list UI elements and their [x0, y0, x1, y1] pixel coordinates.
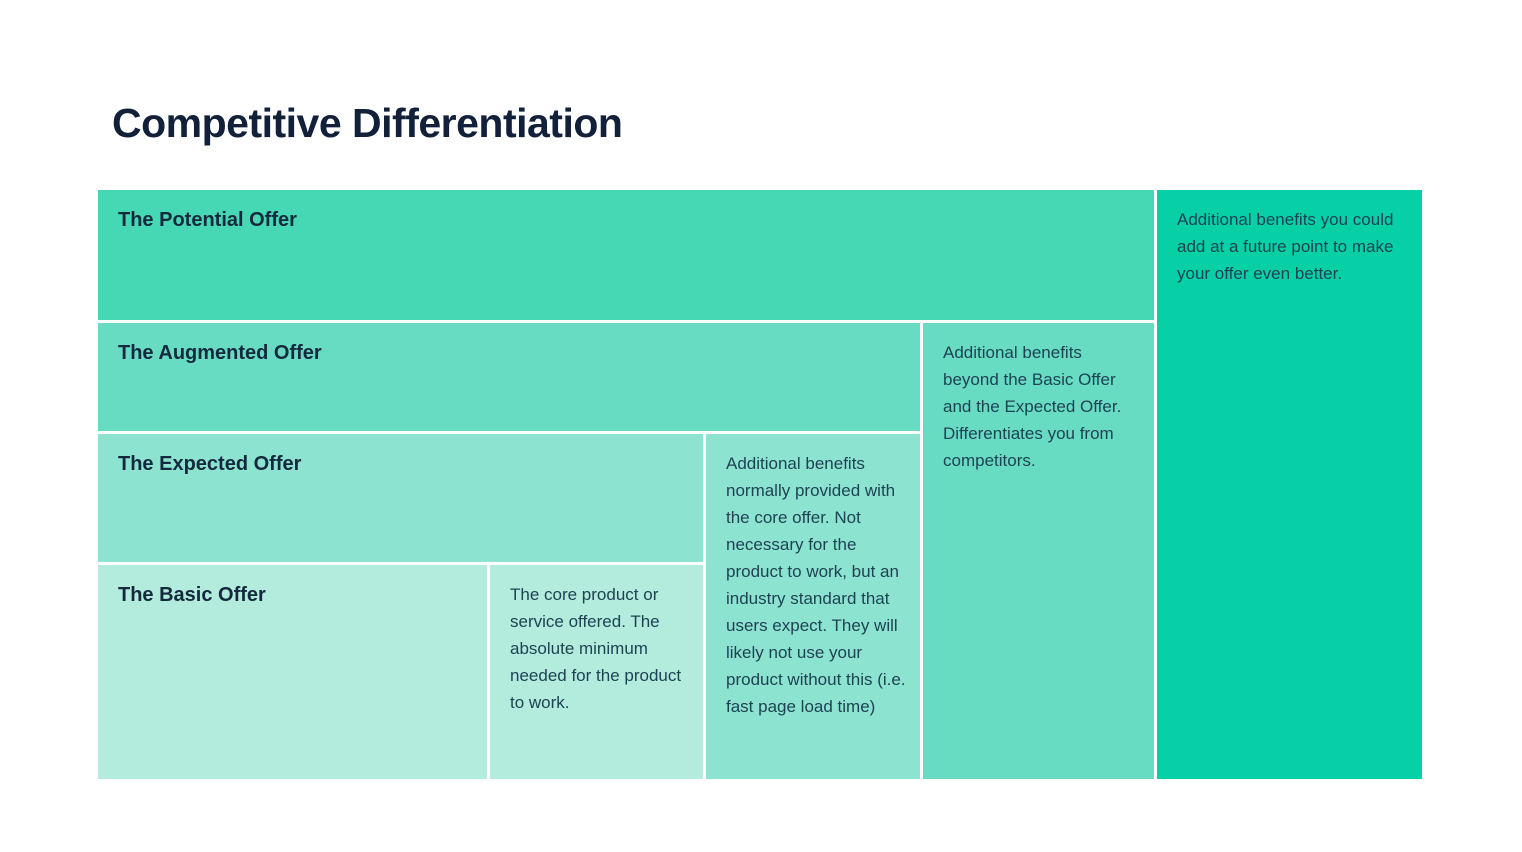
tier-description-text-potential: Additional benefits you could add at a f…: [1177, 210, 1394, 283]
page-title: Competitive Differentiation: [112, 100, 623, 146]
tier-band-potential: The Potential Offer: [98, 190, 1154, 320]
tier-description-text-expected: Additional benefits normally provided wi…: [726, 454, 906, 716]
tier-label-basic: The Basic Offer: [118, 584, 266, 606]
tier-band-expected: The Expected Offer: [98, 434, 703, 562]
tier-description-expected: Additional benefits normally provided wi…: [706, 434, 920, 779]
tier-band-basic: The Basic Offer: [98, 565, 487, 779]
tier-description-augmented: Additional benefits beyond the Basic Off…: [923, 323, 1154, 779]
tier-band-augmented: The Augmented Offer: [98, 323, 920, 431]
offer-tiers-diagram: The Potential Offer Additional benefits …: [98, 190, 1422, 779]
tier-description-basic: The core product or service offered. The…: [490, 565, 703, 779]
tier-description-potential: Additional benefits you could add at a f…: [1157, 190, 1422, 779]
tier-description-text-augmented: Additional benefits beyond the Basic Off…: [943, 343, 1122, 470]
tier-label-potential: The Potential Offer: [118, 209, 297, 231]
tier-label-augmented: The Augmented Offer: [118, 342, 322, 364]
tier-description-text-basic: The core product or service offered. The…: [510, 585, 682, 712]
tier-label-expected: The Expected Offer: [118, 453, 302, 475]
